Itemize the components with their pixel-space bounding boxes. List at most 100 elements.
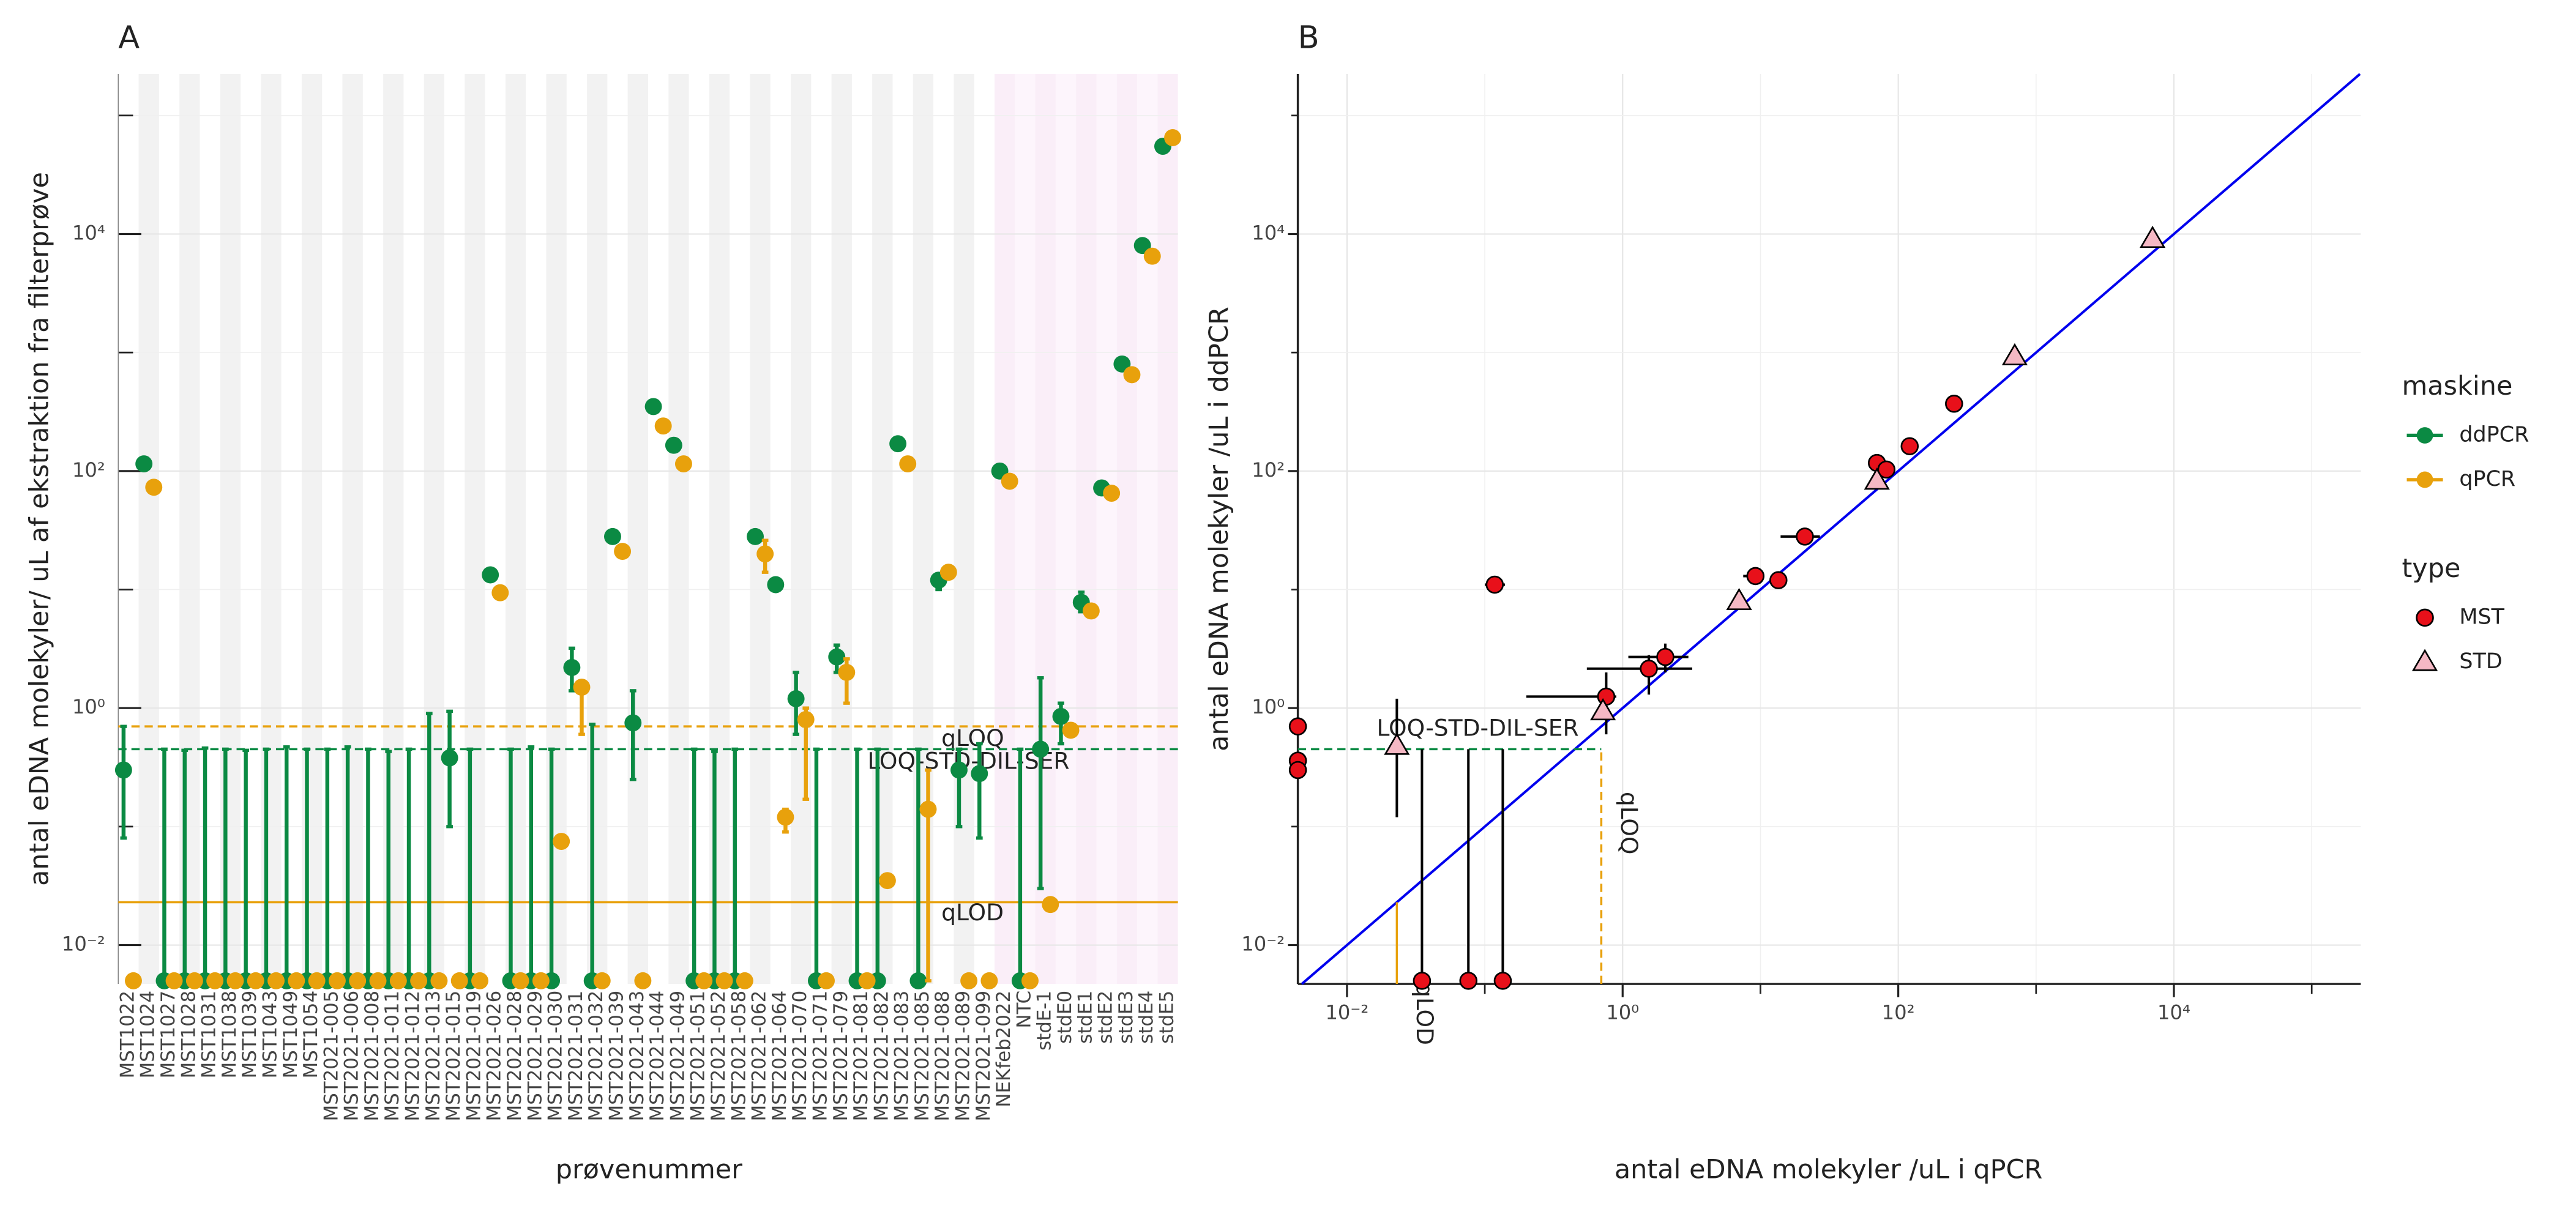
point	[553, 833, 570, 851]
y-tick-label: 10²	[72, 458, 105, 482]
point	[1413, 972, 1432, 990]
x-tick-label: MST1049	[280, 991, 302, 1079]
point	[980, 972, 998, 989]
point	[1042, 896, 1059, 914]
x-tick-label: MST1038	[218, 991, 241, 1079]
x-tick-label: MST2021-028	[504, 991, 526, 1122]
x-tick-label: 10⁴	[2157, 1000, 2190, 1024]
point	[1032, 740, 1050, 758]
band	[994, 73, 1015, 985]
x-tick-label: MST2021-031	[565, 991, 587, 1122]
x-tick-label: MST2021-058	[728, 991, 750, 1122]
point	[899, 455, 917, 473]
point	[441, 749, 458, 767]
point	[491, 584, 509, 601]
x-tick-label: stdE5	[1156, 991, 1178, 1044]
band	[179, 73, 200, 985]
band	[383, 73, 404, 985]
point	[889, 435, 907, 453]
point	[1945, 395, 1963, 413]
legend-label: STD	[2459, 649, 2502, 674]
band	[465, 73, 485, 985]
point	[308, 972, 326, 989]
point	[206, 972, 224, 989]
legend-title: maskine	[2402, 371, 2512, 401]
legend-key	[2416, 608, 2434, 627]
point	[1288, 717, 1307, 735]
point	[858, 972, 876, 989]
x-tick-label: MST1031	[198, 991, 220, 1079]
x-axis-title: antal eDNA molekyler /uL i qPCR	[1615, 1155, 2043, 1185]
point	[1746, 567, 1765, 586]
band	[1055, 73, 1077, 985]
point	[410, 972, 428, 989]
x-axis-title: prøvenummer	[556, 1155, 743, 1185]
point	[1493, 972, 1512, 990]
point	[919, 800, 937, 818]
point	[2001, 343, 2028, 366]
legend-label: MST	[2459, 605, 2504, 629]
x-tick-label: MST2021-051	[687, 991, 709, 1122]
point	[624, 714, 642, 732]
point	[450, 972, 468, 989]
x-tick-label: MST1039	[239, 991, 261, 1079]
point	[674, 455, 692, 473]
point	[1082, 602, 1100, 620]
x-tick-label: MST2021-081	[850, 991, 872, 1122]
band	[1076, 73, 1097, 985]
x-tick-label: stdE2	[1095, 991, 1117, 1044]
point	[247, 972, 264, 989]
point	[756, 545, 774, 563]
point	[1590, 698, 1616, 721]
point	[471, 972, 488, 989]
y-tick-label: 10⁰	[1252, 695, 1285, 718]
point	[389, 972, 407, 989]
band	[1116, 73, 1138, 985]
point	[114, 761, 132, 779]
point	[665, 436, 682, 454]
reference-label: LOQ-STD-DIL-SER	[1376, 715, 1578, 742]
x-tick-label: MST2021-015	[442, 991, 465, 1122]
point	[1164, 129, 1182, 146]
point	[512, 972, 529, 989]
point	[328, 972, 346, 989]
x-tick-label: 10²	[1882, 1000, 1915, 1024]
x-tick-label: MST1022	[116, 991, 138, 1079]
point	[1052, 707, 1070, 725]
x-tick-label: MST1043	[259, 991, 281, 1079]
x-tick-label: MST2021-062	[749, 991, 771, 1122]
x-tick-label: MST2021-026	[483, 991, 506, 1122]
x-tick-label: MST2021-032	[585, 991, 607, 1122]
point	[828, 648, 846, 666]
point	[1656, 647, 1674, 666]
legend-key	[2416, 427, 2433, 444]
band	[301, 73, 323, 985]
point	[614, 543, 632, 560]
band	[261, 73, 282, 985]
x-tick-label: 10⁰	[1606, 1000, 1639, 1024]
point	[747, 527, 764, 545]
x-tick-label: MST2021-012	[402, 991, 424, 1122]
band	[954, 73, 974, 985]
band	[913, 73, 934, 985]
band	[627, 73, 648, 985]
point	[2139, 225, 2166, 248]
point	[878, 872, 896, 890]
point	[797, 710, 815, 728]
x-tick-label: MST2021-085	[911, 991, 933, 1122]
point	[369, 972, 387, 989]
point	[1640, 660, 1658, 678]
legend-key	[2411, 649, 2438, 671]
band	[1157, 73, 1178, 985]
point	[226, 972, 244, 989]
y-tick-label: 10⁻²	[1241, 933, 1285, 956]
x-tick-label: MST1024	[137, 991, 159, 1079]
x-tick-label: MST2021-088	[931, 991, 954, 1122]
point	[1877, 460, 1895, 479]
band	[1035, 73, 1056, 985]
x-tick-label: MST2021-019	[463, 991, 485, 1122]
point	[593, 972, 611, 989]
point	[787, 690, 805, 707]
x-tick-label: MST1028	[177, 991, 200, 1079]
